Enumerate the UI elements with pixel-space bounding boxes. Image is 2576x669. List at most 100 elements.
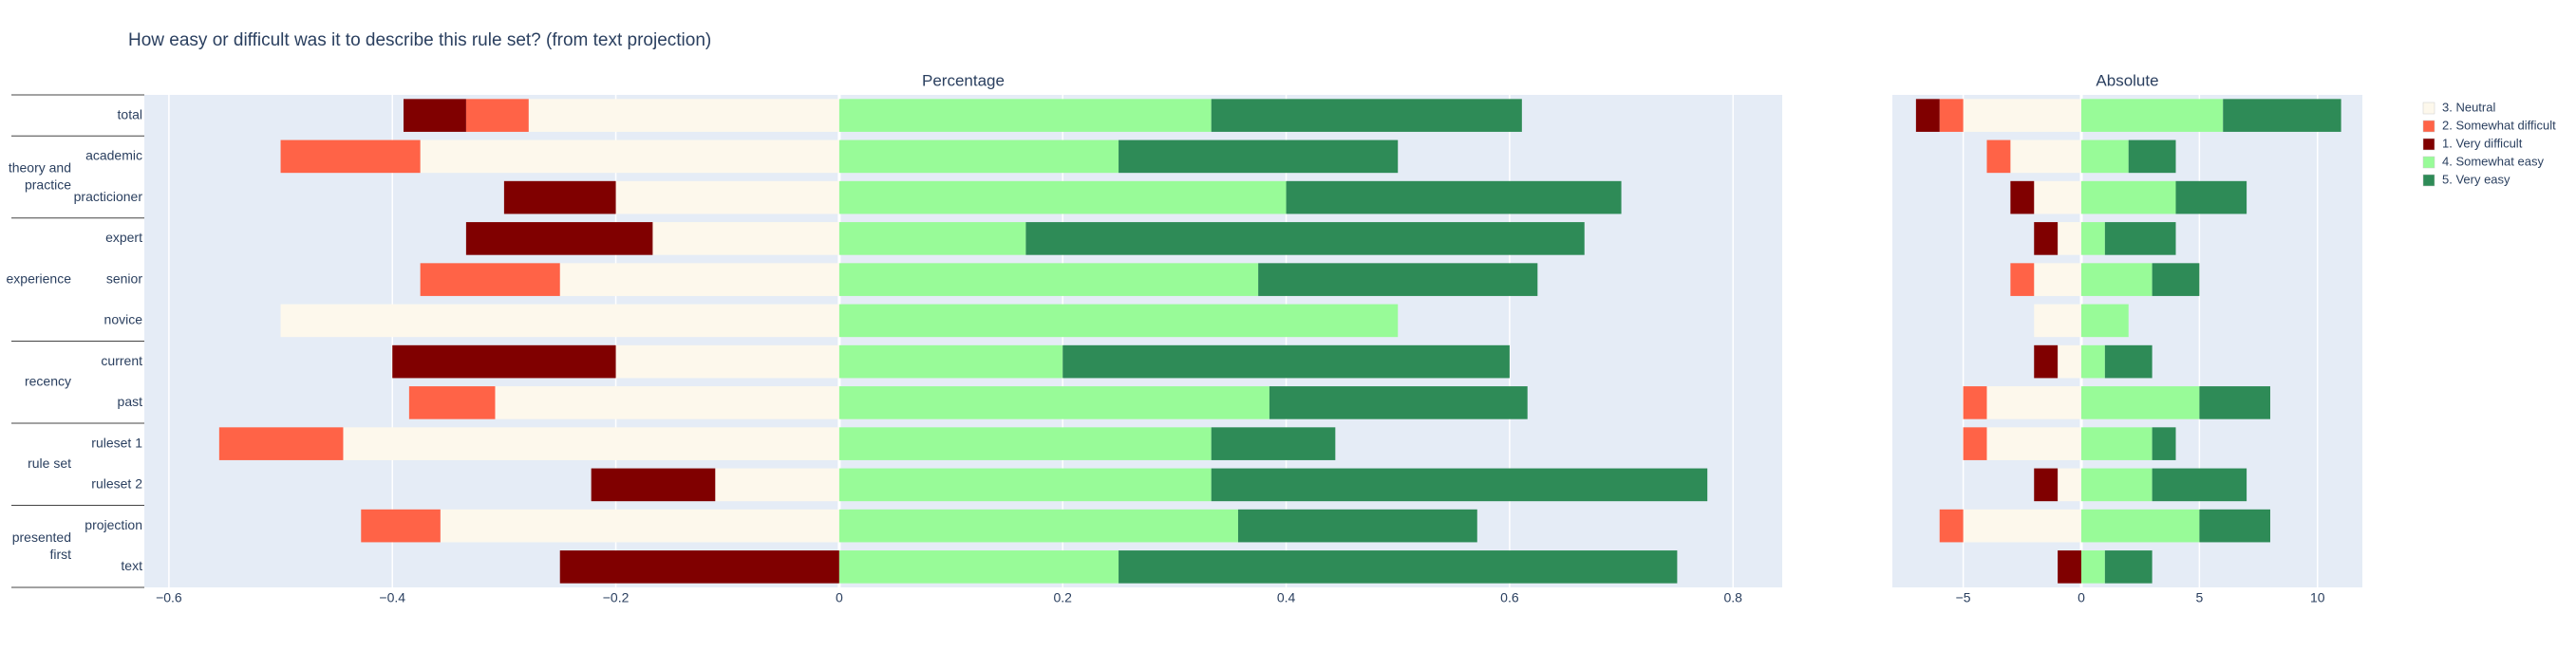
x-tick-label: 0.2	[1053, 590, 1072, 605]
legend-swatch	[2422, 156, 2435, 169]
y-tick-label: ruleset 1	[91, 435, 142, 450]
bar	[2080, 139, 2129, 174]
x-tick-label: −0.2	[603, 590, 630, 605]
bar	[2104, 550, 2153, 584]
subplot-title: Percentage	[922, 71, 1005, 89]
bar	[403, 99, 466, 132]
bar	[2152, 427, 2176, 460]
y-tick-label: expert	[105, 230, 142, 245]
bar	[2058, 468, 2081, 502]
bar	[1211, 99, 1522, 132]
bar	[591, 468, 716, 502]
bar	[2128, 139, 2176, 174]
bar	[2175, 180, 2247, 214]
bar	[2199, 509, 2270, 543]
bar	[1025, 222, 1585, 255]
y-tick-label: past	[118, 394, 143, 409]
bar	[615, 344, 839, 379]
x-tick-label: −0.4	[379, 590, 405, 605]
bar	[715, 468, 839, 502]
bar	[1211, 468, 1708, 502]
bar	[1963, 509, 2081, 543]
bar	[528, 99, 839, 132]
legend-swatch	[2422, 102, 2435, 115]
bar	[2223, 99, 2341, 132]
bar	[1269, 386, 1528, 419]
bar	[838, 509, 1238, 543]
bar	[2034, 468, 2059, 502]
bar	[465, 99, 529, 132]
bar	[1211, 427, 1336, 460]
chart-title: How easy or difficult was it to describe…	[128, 30, 711, 50]
bar	[343, 427, 839, 460]
bar	[838, 304, 1399, 338]
legend-label: 4. Somewhat easy	[2442, 154, 2544, 168]
bar	[2058, 550, 2081, 584]
bar	[1119, 550, 1678, 584]
x-tick-label: 0	[836, 590, 843, 605]
bar	[361, 509, 441, 543]
bar	[1237, 509, 1477, 543]
bar	[1286, 180, 1622, 214]
bar	[2034, 222, 2059, 255]
x-tick-label: −5	[1956, 590, 1971, 605]
bar	[2080, 427, 2153, 460]
x-tick-label: 0	[2078, 590, 2085, 605]
bar	[408, 386, 496, 419]
bar	[2080, 222, 2105, 255]
bar	[1258, 263, 1538, 296]
bar	[392, 344, 616, 379]
group-label: rule set	[28, 455, 71, 471]
bar	[652, 222, 839, 255]
y-tick-label: senior	[106, 270, 142, 286]
bar	[1963, 386, 1987, 419]
bar	[2010, 139, 2081, 174]
x-tick-label: 10	[2310, 590, 2325, 605]
bar	[838, 139, 1119, 174]
bar	[2010, 263, 2035, 296]
legend-label: 3. Neutral	[2442, 100, 2495, 114]
plot-background	[1892, 95, 2362, 587]
bar	[1963, 99, 2081, 132]
group-label: presented first	[12, 529, 71, 561]
y-tick-label: ruleset 2	[91, 476, 142, 492]
group-label: experience	[7, 270, 72, 286]
bar	[2034, 344, 2059, 379]
bar	[280, 139, 421, 174]
bar	[838, 99, 1212, 132]
bar	[2034, 263, 2081, 296]
bar	[495, 386, 839, 419]
bar	[2080, 99, 2224, 132]
bar	[2152, 263, 2200, 296]
bar	[1986, 427, 2081, 460]
bar	[1062, 344, 1510, 379]
x-tick-label: 0.8	[1723, 590, 1742, 605]
y-tick-label: academic	[85, 148, 142, 163]
bar	[218, 427, 344, 460]
bar	[838, 344, 1063, 379]
bar	[2080, 386, 2200, 419]
bar	[2080, 180, 2176, 214]
x-tick-label: 5	[2195, 590, 2203, 605]
bar	[2034, 180, 2081, 214]
bar	[2199, 386, 2270, 419]
group-label: theory and practice	[9, 159, 71, 192]
bar	[280, 304, 839, 338]
bar	[1939, 509, 1964, 543]
bar	[559, 550, 839, 584]
bar	[838, 468, 1212, 502]
legend-swatch	[2422, 174, 2435, 187]
bar	[2080, 344, 2105, 379]
bar	[1963, 427, 1987, 460]
bar	[838, 222, 1026, 255]
y-tick-label: total	[118, 106, 142, 121]
legend-label: 1. Very difficult	[2442, 136, 2523, 150]
subplot-title: Absolute	[2096, 71, 2158, 89]
bar	[420, 263, 560, 296]
y-tick-label: current	[101, 353, 142, 368]
bar	[1939, 99, 1964, 132]
bar	[2080, 509, 2200, 543]
x-tick-label: −0.6	[156, 590, 182, 605]
